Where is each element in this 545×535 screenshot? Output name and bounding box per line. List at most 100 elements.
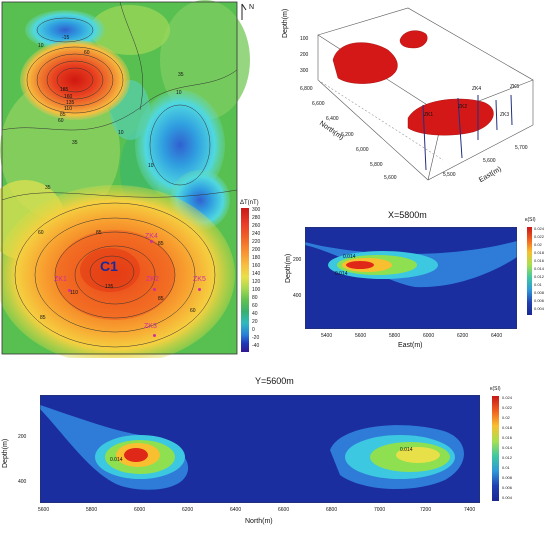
x-axis-label: North(m) — [245, 518, 273, 525]
contour-label: 85 — [96, 230, 102, 236]
colorbar-tick: 0.004 — [534, 306, 545, 311]
section-x-plot — [305, 227, 517, 329]
colorbar-tick: 0.014 — [502, 445, 513, 450]
borehole-marker — [150, 240, 153, 243]
3d-block-graphic — [317, 7, 534, 181]
section-y-5600-panel: Y=5600m 0.014 0.014 Depth(m) 200 400 560… — [0, 368, 545, 535]
borehole-label: ZK2 — [458, 104, 468, 110]
contour-label: 60 — [84, 50, 90, 56]
north-tick: 6,600 — [312, 101, 325, 107]
contour-label: 160 — [64, 94, 73, 100]
north-arrow-icon — [241, 3, 247, 20]
x-tick: 5400 — [321, 333, 333, 339]
colorbar-tick: 240 — [252, 231, 261, 237]
contour-lines — [1, 1, 238, 348]
colorbar-tick: -40 — [252, 343, 260, 349]
depth-tick: 200 — [293, 257, 302, 263]
section-title: X=5800m — [388, 210, 427, 220]
anomaly-c1-label: C1 — [100, 258, 118, 274]
contour-label: 85 — [40, 315, 46, 321]
colorbar-tick: 0.012 — [502, 455, 513, 460]
contour-label: 10 — [176, 90, 182, 96]
north-tick: 5,800 — [370, 162, 383, 168]
colorbar-tick: 60 — [252, 303, 258, 309]
borehole-marker — [153, 334, 156, 337]
contour-label: 60 — [190, 308, 196, 314]
x-tick: 6200 — [457, 333, 469, 339]
colorbar-tick: 180 — [252, 255, 261, 261]
colorbar-tick: 100 — [252, 287, 261, 293]
colorbar-tick: 0.016 — [534, 258, 545, 263]
depth-tick: 300 — [300, 68, 309, 74]
colorbar-tick: 300 — [252, 207, 261, 213]
colorbar-tick: 20 — [252, 319, 258, 325]
colorbar-tick: 220 — [252, 239, 261, 245]
colorbar-tick: 160 — [252, 263, 261, 269]
colorbar-tick: 0.006 — [502, 485, 513, 490]
east-tick: 5,600 — [483, 158, 496, 164]
anomaly-map-graphic — [0, 0, 250, 365]
colorbar-tick: 0 — [252, 327, 255, 333]
borehole-label: ZK1 — [424, 112, 434, 118]
depth-tick: 200 — [18, 434, 27, 440]
x-tick: 6000 — [423, 333, 435, 339]
contour-label: 0.014 — [110, 457, 123, 463]
x-tick: 6400 — [491, 333, 503, 339]
delta-t-colorbar — [241, 208, 249, 352]
north-tick: 6,800 — [300, 86, 313, 92]
depth-tick: 200 — [300, 52, 309, 58]
north-tick: 6,400 — [326, 116, 339, 122]
north-tick: 5,600 — [384, 175, 397, 181]
depth-tick: 400 — [18, 479, 27, 485]
y-axis-label: Depth(m) — [285, 253, 292, 283]
borehole-label: ZK5 — [193, 276, 206, 283]
x-tick: 6800 — [326, 507, 338, 513]
east-tick: 5,700 — [515, 145, 528, 151]
contour-label: 85 — [158, 241, 164, 247]
contour-label: 10 — [38, 43, 44, 49]
contour-label: 10 — [118, 130, 124, 136]
y-axis-label: Depth(m) — [2, 438, 9, 468]
section-title: Y=5600m — [255, 376, 294, 386]
colorbar-tick: 0.02 — [502, 415, 510, 420]
colorbar-tick: 200 — [252, 247, 261, 253]
borehole-marker — [68, 289, 71, 292]
colorbar-tick: 140 — [252, 271, 261, 277]
x-tick: 5800 — [389, 333, 401, 339]
contour-label: 60 — [38, 230, 44, 236]
borehole-label: ZK2 — [146, 276, 159, 283]
colorbar-tick: 0.01 — [534, 282, 542, 287]
contour-label: 85 — [158, 296, 164, 302]
x-tick: 7400 — [464, 507, 476, 513]
contour-label: 0.014 — [335, 271, 348, 277]
colorbar-tick: 0.016 — [502, 435, 513, 440]
colorbar-tick: 0.024 — [502, 395, 513, 400]
borehole-label: ZK3 — [500, 112, 510, 118]
colorbar-tick: 0.008 — [502, 475, 513, 480]
north-tick: 6,200 — [341, 132, 354, 138]
x-tick: 6200 — [182, 507, 194, 513]
depth-axis-label: Depth(m) — [282, 8, 289, 38]
kappa-colorbar — [492, 396, 499, 501]
borehole-label: ZK4 — [145, 233, 158, 240]
colorbar-tick: 280 — [252, 215, 261, 221]
contour-label: 85 — [60, 112, 66, 118]
x-tick: 7200 — [420, 507, 432, 513]
colorbar-title: κ(SI) — [490, 386, 501, 392]
section-x-5800-panel: X=5800m 0.014 0.014 Depth(m) 200 400 540… — [283, 205, 545, 365]
contour-label: 35 — [72, 140, 78, 146]
contour-label: 135 — [105, 284, 114, 290]
north-label: N — [249, 4, 255, 11]
contour-label: -15 — [62, 35, 70, 41]
contour-label: 10 — [148, 163, 154, 169]
contour-label: 35 — [45, 185, 51, 191]
colorbar-tick: 260 — [252, 223, 261, 229]
colorbar-tick: 0.01 — [502, 465, 510, 470]
colorbar-tick: 0.006 — [534, 298, 545, 303]
colorbar-title: ΔT(nT) — [240, 200, 259, 206]
x-tick: 7000 — [374, 507, 386, 513]
colorbar-tick: 0.018 — [502, 425, 513, 430]
colorbar-tick: 40 — [252, 311, 258, 317]
colorbar-tick: 0.022 — [534, 234, 545, 239]
colorbar-tick: 0.008 — [534, 290, 545, 295]
